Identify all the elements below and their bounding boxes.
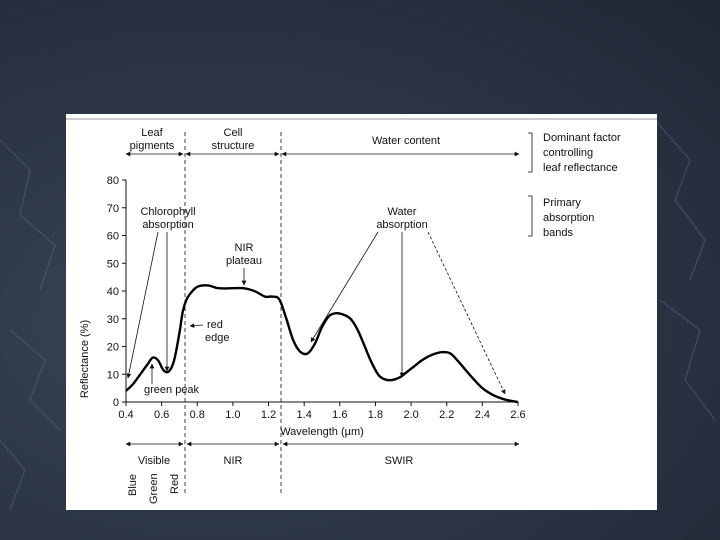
x-tick-label: 2.6 (510, 409, 525, 421)
y-tick-label: 40 (107, 286, 119, 298)
water-absorption-label-1: Water (388, 206, 417, 218)
figure-panel: Leaf pigments Cell structure Water conte… (66, 114, 657, 510)
green-peak-label: green peak (144, 384, 200, 396)
axes: 0 10 20 30 40 50 60 70 80 0.4 0.6 0.8 1.0 1.2 1.4 1.6 1.… (107, 175, 526, 421)
water-absorption-label-2: absorption (376, 219, 427, 231)
water-content-label: Water content (372, 135, 440, 147)
dominant-factor-label-3: leaf reflectance (543, 162, 618, 174)
green-label: Green (148, 473, 160, 504)
primary-absorption-bracket (528, 195, 533, 237)
dominant-factor-label-1: Dominant factor (543, 132, 621, 144)
y-tick-label: 70 (107, 203, 119, 215)
x-tick-label: 0.6 (154, 409, 169, 421)
primary-absorption-label-1: Primary (543, 197, 581, 209)
x-tick-label: 1.2 (261, 409, 276, 421)
primary-absorption-label-3: bands (543, 227, 573, 239)
x-tick-label: 0.4 (118, 409, 133, 421)
x-axis-label: Wavelength (µm) (280, 426, 364, 438)
visible-label: Visible (138, 455, 170, 467)
x-tick-label: 1.6 (332, 409, 347, 421)
x-tick-label: 2.2 (439, 409, 454, 421)
y-tick-label: 20 (107, 342, 119, 354)
y-axis-label: Reflectance (%) (79, 320, 91, 398)
blue-label: Blue (127, 474, 139, 496)
x-tick-label: 2.0 (403, 409, 418, 421)
dominant-factor-bracket (528, 132, 533, 173)
primary-absorption-label-2: absorption (543, 212, 594, 224)
x-tick-label: 1.8 (368, 409, 383, 421)
x-tick-label: 0.8 (190, 409, 205, 421)
cell-structure-label-2: structure (212, 140, 255, 152)
nir-band-label: NIR (224, 455, 243, 467)
y-tick-label: 60 (107, 231, 119, 243)
x-tick-label: 2.4 (475, 409, 490, 421)
y-tick-label: 10 (107, 369, 119, 381)
nir-plateau-label-1: NIR (235, 242, 254, 254)
reflectance-curve (125, 284, 519, 404)
red-label: Red (169, 474, 181, 494)
x-tick-label: 1.4 (297, 409, 312, 421)
leaf-pigments-label-2: pigments (130, 140, 175, 152)
y-tick-label: 50 (107, 258, 119, 270)
y-tick-label: 0 (113, 397, 119, 409)
chlorophyll-label-2: absorption (142, 219, 193, 231)
swir-label: SWIR (385, 455, 414, 467)
red-edge-label-1: red (207, 319, 223, 331)
nir-plateau-label-2: plateau (226, 255, 262, 267)
leaf-pigments-label-1: Leaf (141, 127, 163, 139)
y-tick-label: 30 (107, 314, 119, 326)
dominant-factor-label-2: controlling (543, 147, 593, 159)
x-tick-label: 1.0 (225, 409, 240, 421)
cell-structure-label-1: Cell (224, 127, 243, 139)
red-edge-arrow (189, 323, 204, 329)
red-edge-label-2: edge (205, 332, 229, 344)
y-tick-label: 80 (107, 175, 119, 187)
chlorophyll-arrow-blue (126, 231, 159, 379)
water-arrow-1450 (310, 231, 379, 343)
chlorophyll-label-1: Chlorophyll (140, 206, 195, 218)
reflectance-chart: Leaf pigments Cell structure Water conte… (66, 118, 657, 504)
